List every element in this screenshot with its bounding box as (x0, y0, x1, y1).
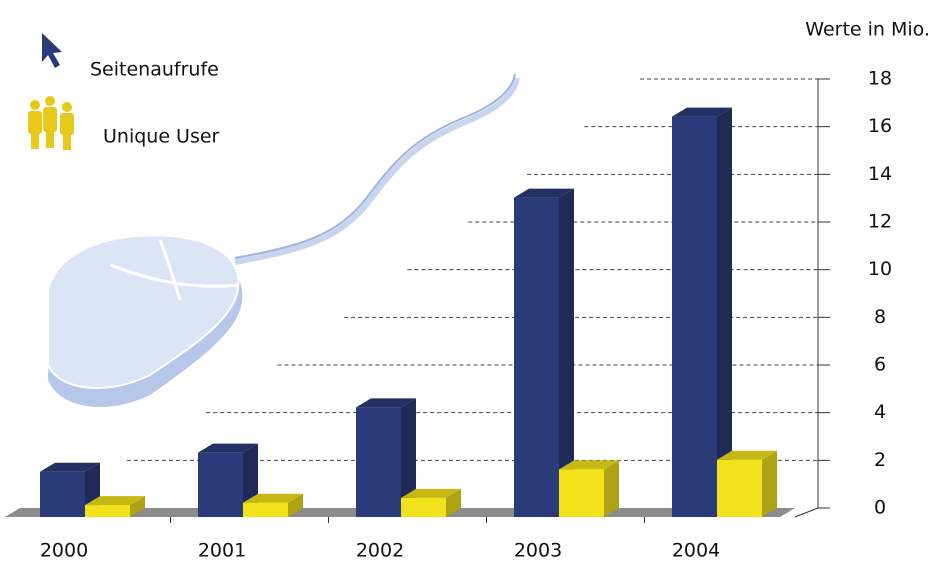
bar-3d (717, 451, 777, 517)
mouse-cable-edge (235, 74, 515, 258)
bar (198, 453, 243, 517)
y-tick-label: 16 (868, 115, 892, 137)
y-tick-label: 12 (868, 211, 892, 233)
floor-edge (795, 508, 818, 517)
bar-side (762, 451, 777, 517)
bar (559, 469, 604, 517)
x-tick-label: 2000 (40, 540, 88, 562)
legend-label: Seitenaufrufe (90, 59, 219, 81)
x-tick-label: 2002 (356, 540, 404, 562)
y-tick-label: 14 (868, 163, 892, 185)
x-tick-label: 2003 (514, 540, 562, 562)
mouse-cable (235, 78, 517, 262)
y-tick-label: 8 (874, 306, 886, 328)
unit-label: Werte in Mio. (805, 19, 930, 41)
y-tick-label: 4 (874, 401, 886, 423)
mouse-illustration (48, 74, 517, 407)
bar (717, 460, 762, 517)
bar (243, 503, 288, 517)
legend-label: Unique User (103, 126, 220, 148)
y-tick-label: 10 (868, 258, 892, 280)
mouse-body (48, 235, 238, 388)
x-tick-label: 2001 (198, 540, 246, 562)
y-tick-label: 18 (868, 68, 892, 90)
bar (401, 498, 446, 517)
bar-3d (559, 460, 619, 517)
legend-icon-cursor (42, 33, 62, 68)
bar (85, 505, 130, 517)
y-tick-label: 0 (874, 497, 886, 519)
y-tick-label: 6 (874, 354, 886, 376)
bar-3d (401, 489, 461, 517)
bar-3d (672, 108, 732, 517)
bar (356, 407, 401, 517)
legend-icon-people (28, 96, 74, 150)
bar (40, 472, 85, 517)
x-tick-label: 2004 (672, 540, 720, 562)
y-tick-label: 2 (874, 449, 886, 471)
bar-side (604, 460, 619, 517)
bar (514, 198, 559, 517)
bar (672, 117, 717, 517)
chart: Werte in Mio. Seitenaufrufe Unique User … (0, 0, 936, 564)
